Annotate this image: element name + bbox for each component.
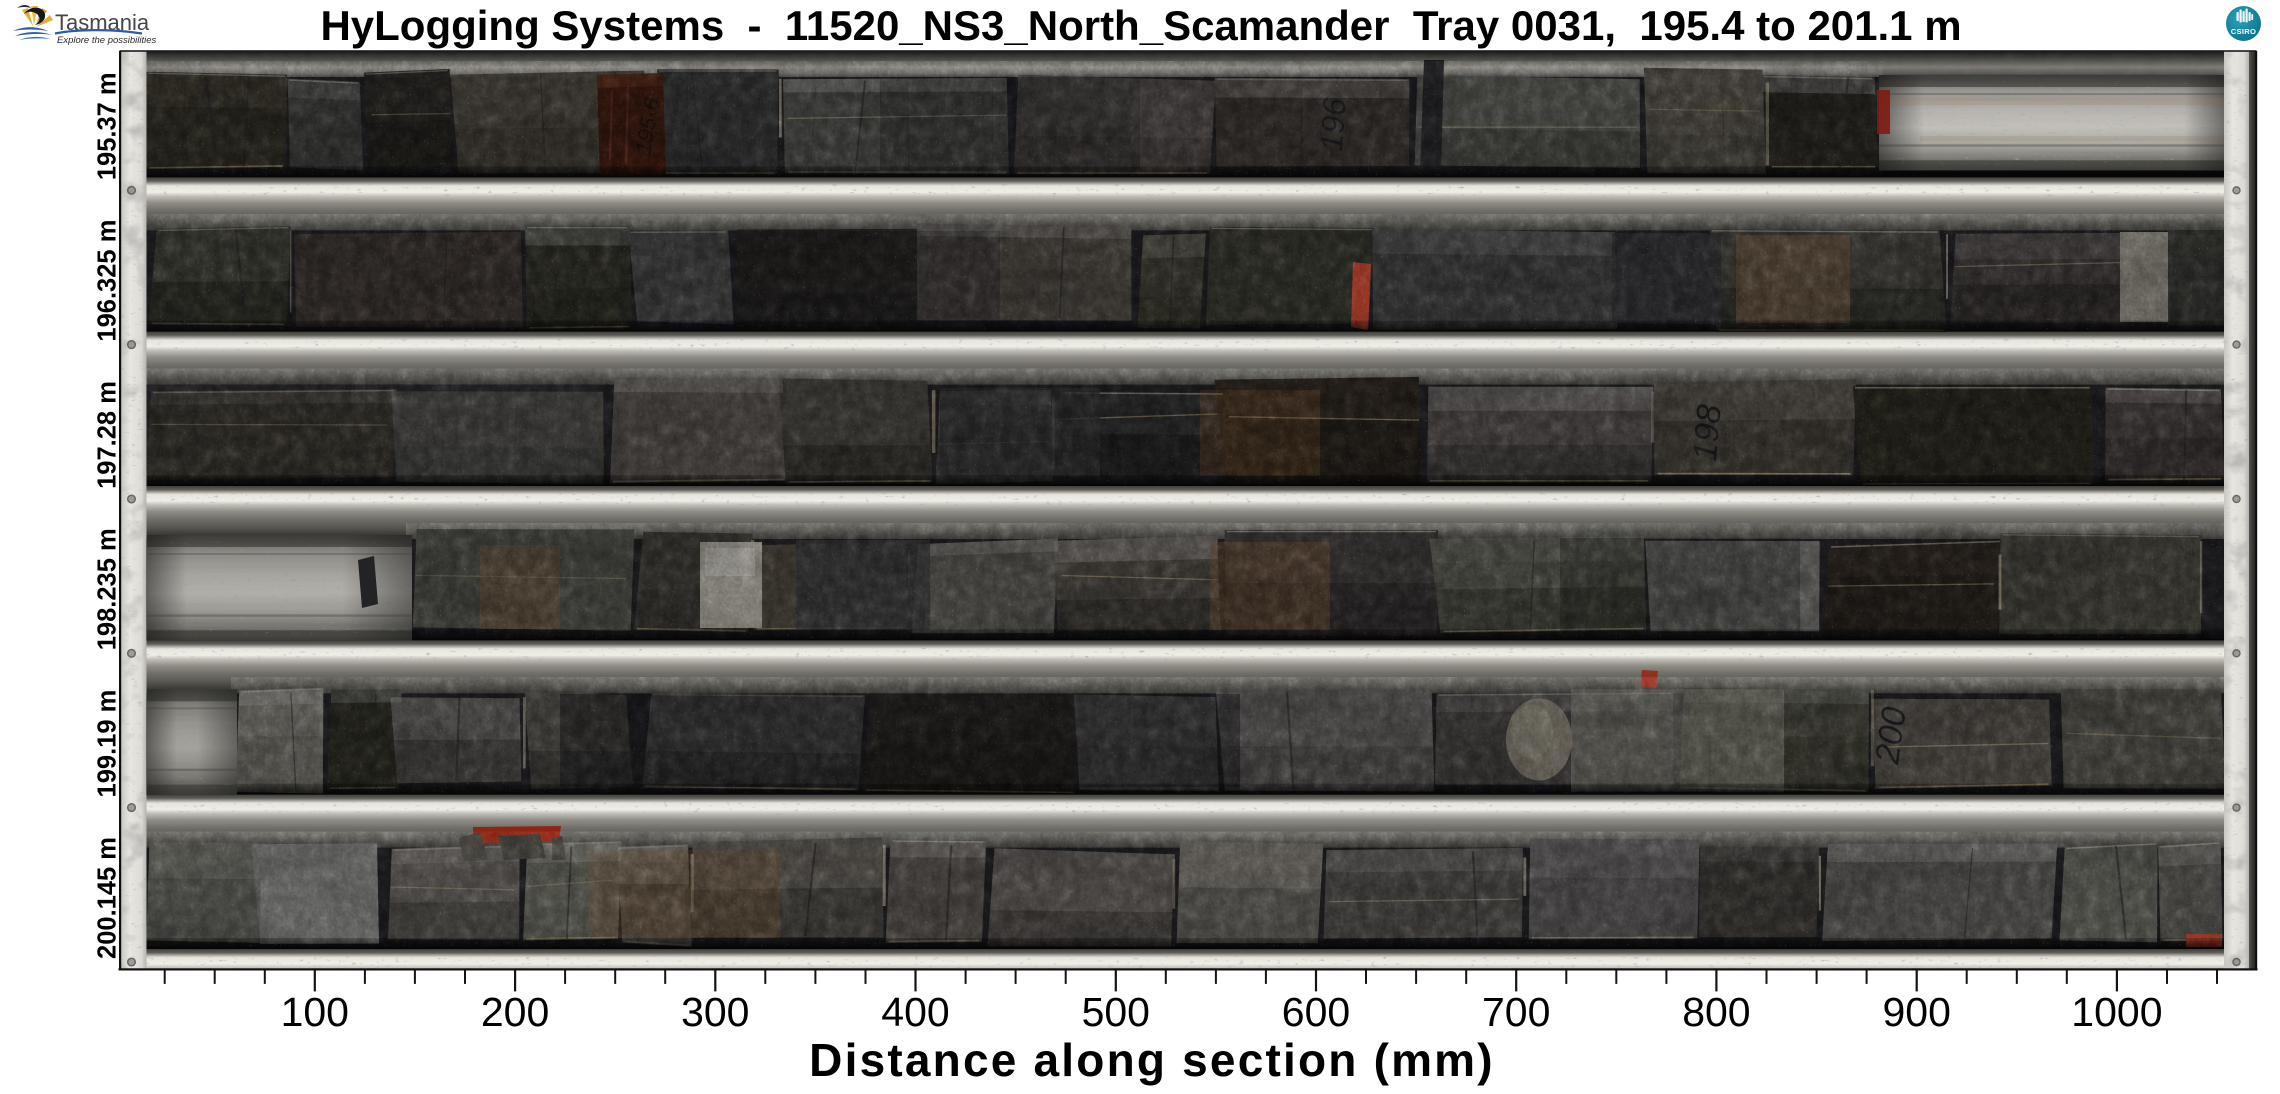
- svg-text:197.28 m: 197.28 m: [94, 381, 122, 489]
- svg-text:199.19 m: 199.19 m: [94, 690, 122, 798]
- svg-text:Distance along section (mm): Distance along section (mm): [809, 1034, 1495, 1086]
- svg-text:100: 100: [281, 989, 349, 1035]
- svg-text:195.37 m: 195.37 m: [94, 72, 122, 180]
- svg-text:300: 300: [681, 989, 749, 1035]
- svg-text:400: 400: [881, 989, 949, 1035]
- svg-text:HyLogging Systems - 11520_NS: HyLogging Systems - 11520_NS3_North_Scam…: [320, 2, 1961, 49]
- svg-text:700: 700: [1482, 989, 1550, 1035]
- svg-text:196.325 m: 196.325 m: [94, 220, 122, 342]
- svg-text:200: 200: [481, 989, 549, 1035]
- svg-text:800: 800: [1682, 989, 1750, 1035]
- svg-text:900: 900: [1882, 989, 1950, 1035]
- svg-text:600: 600: [1282, 989, 1350, 1035]
- svg-text:Explore the possibilities: Explore the possibilities: [57, 35, 157, 46]
- svg-text:500: 500: [1082, 989, 1150, 1035]
- svg-text:CSIRO: CSIRO: [2231, 27, 2257, 36]
- svg-text:1000: 1000: [2071, 989, 2162, 1035]
- svg-text:200.145 m: 200.145 m: [94, 837, 122, 959]
- svg-text:198.235 m: 198.235 m: [94, 528, 122, 650]
